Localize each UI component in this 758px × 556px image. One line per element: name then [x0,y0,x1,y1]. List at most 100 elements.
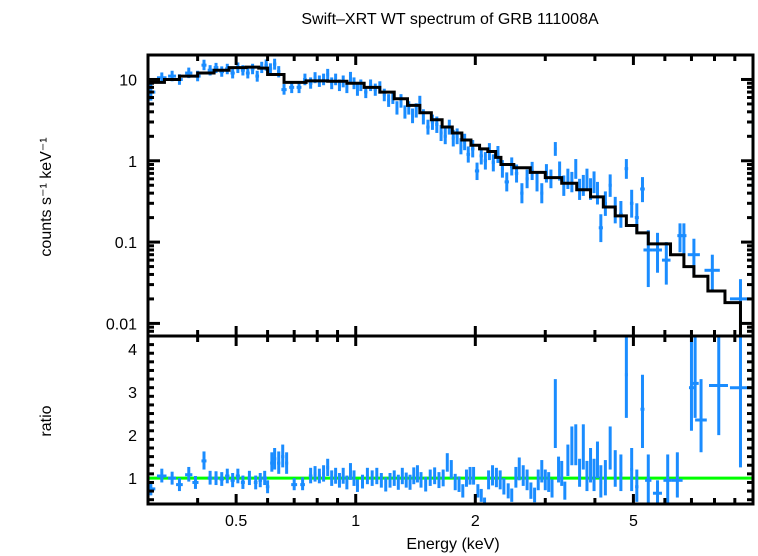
spectrum-data-point [255,70,260,82]
ratio-panel: 1 2 3 4 0.5 1 2 5 ratio Energy (keV) [38,334,755,553]
ratio-data-point [337,472,341,488]
ratio-data-point [348,463,352,480]
ratio-data-point [453,473,457,491]
spectrum-ticks [148,53,753,338]
y-tick-label: 1 [128,154,137,171]
ratio-data-point [352,470,356,486]
ratio-data-point [408,474,412,490]
ratio-data-point [281,444,285,468]
ratio-data-point [300,477,305,491]
ratio-data-point [506,483,510,499]
ratio-data-point [441,469,445,487]
ratio-data-point [563,481,567,500]
spectrum-data-point [677,223,683,253]
ratio-data-point [404,472,408,488]
spectrum-data-point [562,175,566,196]
spectrum-data-point [268,63,273,75]
ratio-data-point [479,488,483,502]
ratio-data-point [635,469,639,502]
ratio-data-point [308,467,313,484]
ratio-data-point [547,472,551,492]
ratio-data-point [185,466,193,482]
ratio-data-point [502,478,506,495]
ratio-data-point [247,470,252,486]
spectrum-data-point [479,147,483,165]
ratio-data-point [529,482,533,499]
ratio-data-point [613,450,617,487]
spectrum-data-series [148,58,751,336]
ratio-data-series [148,336,751,504]
ratio-data-point [494,467,498,488]
spectrum-data-point [201,59,207,71]
spectrum-data-point [652,232,662,273]
ratio-data-point [341,467,345,484]
ratio-data-point [595,441,599,479]
x-tick-label: 1 [351,513,360,530]
ratio-data-point [445,453,449,472]
ratio-data-point [540,460,544,483]
ratio-data-point [419,472,423,488]
y-tick-label: 4 [128,342,137,359]
ratio-data-point [691,336,699,418]
ratio-data-point [578,458,582,487]
ratio-data-point [645,454,652,504]
model-step-line [148,65,742,336]
spectrum-data-point [395,101,399,115]
ratio-data-point [213,471,219,486]
ratio-data-point [449,460,453,479]
ratio-data-point [219,472,224,486]
ratio-data-point [517,457,521,481]
ratio-data-point [630,448,634,492]
ratio-data-point [457,476,461,492]
spectrum-data-point [581,174,585,196]
ratio-y-axis-label: ratio [38,405,55,436]
spectrum-data-point [491,154,495,172]
spectrum-data-point [504,172,509,192]
spectrum-data-point [574,159,578,179]
ratio-data-point [581,424,585,470]
ratio-data-point [536,469,540,491]
ratio-data-point [313,466,317,482]
spectrum-data-point [585,168,589,190]
ratio-data-point [619,454,623,492]
ratio-data-point [709,336,728,436]
spectrum-data-point [566,168,570,189]
spectrum-data-point [455,128,459,145]
spectrum-data-point [608,174,612,197]
ratio-data-point [608,426,612,470]
ratio-data-point [291,478,298,491]
spectrum-data-point [474,162,480,181]
spectrum-data-point [373,83,377,96]
spectrum-data-point [272,58,277,70]
spectrum-data-point [387,94,391,107]
ratio-data-point [510,488,514,502]
spectrum-data-point [334,73,338,86]
spectrum-data-point [355,83,359,96]
spectrum-data-point [359,79,363,92]
ratio-data-point [589,448,593,483]
ratio-data-point [277,451,281,474]
spectrum-data-point [535,172,539,192]
ratio-data-point [262,470,268,486]
ratio-data-point [384,477,388,492]
spectrum-data-point [348,71,352,84]
ratio-data-point [326,458,330,476]
ratio-data-point [192,476,199,489]
ratio-data-point [365,467,369,485]
ratio-data-point [375,467,379,485]
spectrum-data-point [369,79,373,92]
ratio-data-point [592,458,596,492]
spectrum-y-axis-label: counts s⁻¹ keV⁻¹ [38,137,55,256]
ratio-data-point [553,379,557,448]
ratio-data-point [270,452,274,472]
y-tick-label: 10 [119,72,137,89]
spectrum-data-point [245,67,250,79]
x-tick-label: 2 [471,513,480,530]
ratio-data-point [521,465,525,486]
x-tick-labels: 0.5 1 2 5 [225,513,638,530]
spectrum-data-point [443,128,447,145]
spectrum-data-point [540,183,544,204]
ratio-data-point [379,472,383,488]
ratio-data-point [695,379,707,453]
spectrum-panel: 10 1 0.1 0.01 counts s⁻¹ keV⁻¹ [38,53,755,338]
